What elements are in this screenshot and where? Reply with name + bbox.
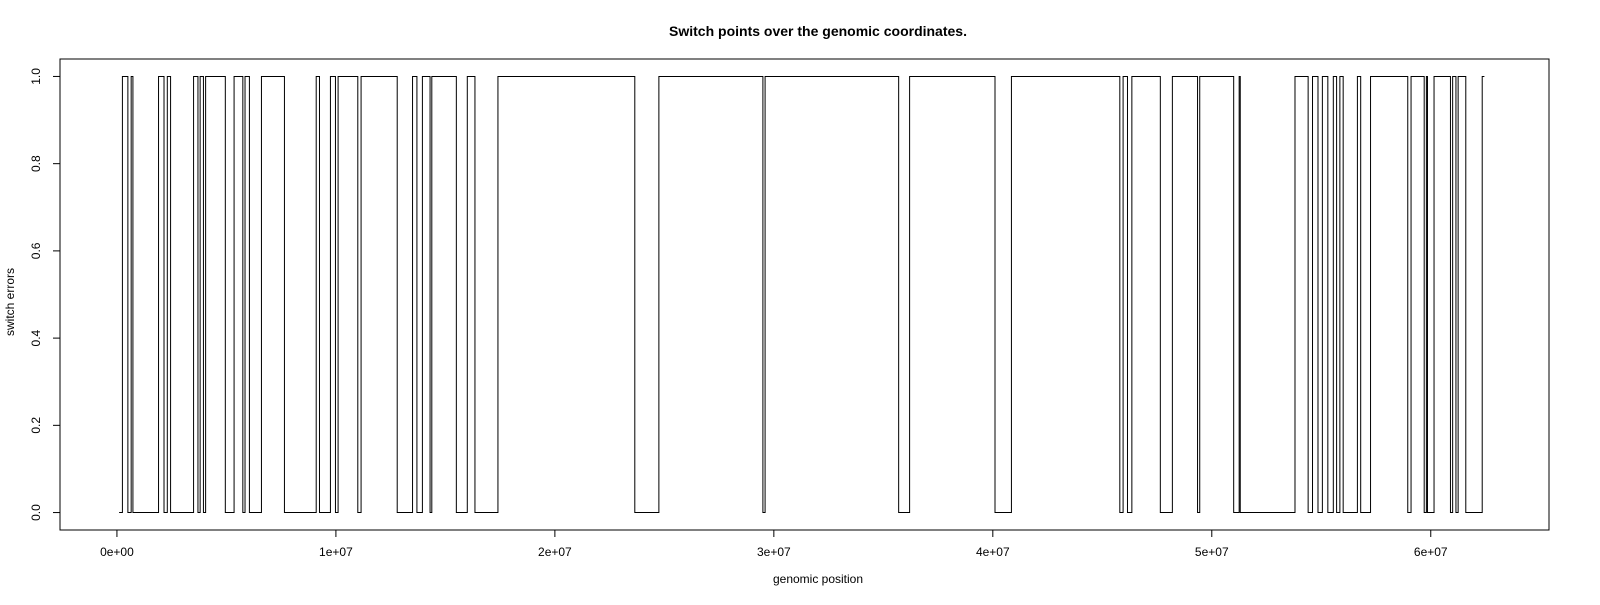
x-tick-label: 4e+07 <box>976 545 1010 559</box>
y-tick-label: 0.0 <box>29 504 43 521</box>
x-tick-label: 3e+07 <box>757 545 791 559</box>
series-line <box>119 75 1485 514</box>
chart-title: Switch points over the genomic coordinat… <box>669 23 967 39</box>
x-tick-label: 2e+07 <box>538 545 572 559</box>
x-tick-label: 1e+07 <box>319 545 353 559</box>
x-tick-label: 6e+07 <box>1414 545 1448 559</box>
y-tick-label: 0.6 <box>29 242 43 259</box>
x-tick-label: 5e+07 <box>1195 545 1229 559</box>
y-axis-label: switch errors <box>3 268 17 336</box>
plot-frame <box>59 58 1550 531</box>
y-tick-label: 0.8 <box>29 155 43 172</box>
x-tick-label: 0e+00 <box>100 545 134 559</box>
x-axis-label: genomic position <box>773 572 863 586</box>
y-tick-label: 0.4 <box>29 329 43 346</box>
series-layer <box>119 75 1485 514</box>
y-tick-label: 1.0 <box>29 68 43 85</box>
y-tick-label: 0.2 <box>29 417 43 434</box>
y-axis: 0.0 0.2 0.4 0.6 0.8 1.0 <box>29 68 60 521</box>
x-axis: 0e+00 1e+07 2e+07 3e+07 4e+07 5e+07 6e+07 <box>100 530 1448 559</box>
